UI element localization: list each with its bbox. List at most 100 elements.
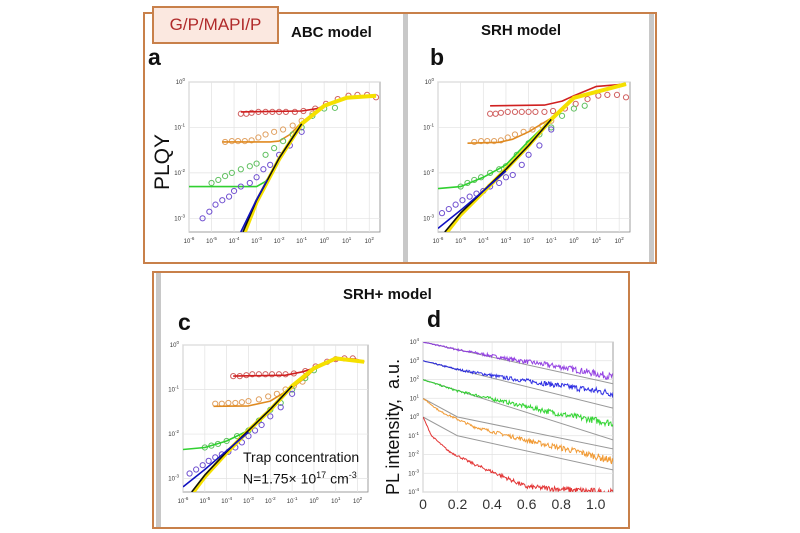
data-point — [253, 174, 260, 181]
x-tick-exponent: 2 — [360, 496, 363, 501]
data-point — [262, 131, 269, 138]
data-point — [452, 201, 459, 208]
x-tick-label: 10-3 — [501, 236, 512, 245]
data-point — [549, 107, 557, 115]
x-tick-label: 102 — [365, 236, 375, 245]
x-tick-label: 10-6 — [184, 236, 195, 245]
pl-decay-trace — [423, 360, 613, 399]
x-tick-label: 0.4 — [482, 496, 502, 512]
x-tick-exponent: 0 — [326, 236, 329, 241]
x-tick-exponent: -5 — [206, 496, 210, 501]
data-point — [237, 183, 244, 190]
data-point — [541, 108, 548, 115]
y-tick-exponent: -2 — [430, 168, 434, 173]
data-point — [246, 179, 253, 187]
x-tick-label: 10-6 — [178, 496, 189, 505]
y-tick-exponent: -1 — [415, 431, 419, 436]
panel-label-c: c — [178, 309, 191, 335]
x-tick-exponent: 0 — [316, 496, 319, 501]
data-point — [491, 138, 498, 145]
data-point — [245, 433, 252, 440]
series-group — [189, 91, 380, 232]
y-tick-label: 102 — [410, 375, 420, 384]
data-point — [267, 161, 274, 168]
data-point — [548, 124, 555, 131]
data-point — [193, 466, 200, 473]
data-point — [267, 413, 274, 420]
data-point — [279, 138, 287, 145]
data-point — [604, 91, 611, 99]
divider — [649, 14, 654, 262]
x-tick-label: 10-4 — [478, 236, 489, 245]
y-tick-exponent: -2 — [175, 429, 179, 434]
y-tick-label: 10-3 — [423, 213, 434, 222]
data-point — [518, 108, 525, 115]
y-tick-exponent: 3 — [416, 356, 419, 361]
annotation-exp: 17 — [316, 470, 327, 480]
x-tick-exponent: 2 — [371, 236, 374, 241]
y-tick-label: 100 — [176, 77, 186, 86]
y-tick-label: 100 — [170, 340, 180, 349]
data-point — [529, 126, 536, 133]
y-tick-label: 10-1 — [174, 122, 185, 131]
y-tick-exponent: -3 — [175, 474, 179, 479]
data-point — [233, 433, 241, 440]
x-tick-label: 101 — [592, 236, 602, 245]
fit-line — [423, 397, 613, 450]
data-point — [228, 169, 235, 176]
model-line — [490, 83, 627, 107]
y-tick-exponent: -3 — [430, 213, 434, 218]
divider — [156, 273, 161, 527]
data-point — [511, 131, 519, 138]
y-tick-exponent: -1 — [181, 122, 185, 127]
data-point — [502, 174, 510, 181]
x-tick-label: 0.6 — [517, 496, 537, 512]
x-tick-label: 10-1 — [287, 496, 298, 505]
x-tick-label: 1.0 — [586, 496, 606, 512]
x-tick-exponent: -2 — [272, 496, 276, 501]
x-tick-label: 102 — [353, 496, 363, 505]
data-point — [511, 108, 519, 115]
data-point — [584, 96, 591, 103]
x-tick-exponent: 1 — [349, 236, 352, 241]
data-point — [199, 215, 206, 222]
data-point — [289, 390, 296, 397]
x-tick-label: 100 — [320, 236, 330, 245]
x-tick-exponent: -4 — [485, 236, 489, 241]
x-tick-exponent: -3 — [507, 236, 511, 241]
x-tick-label: 10-2 — [523, 236, 534, 245]
annotation-line2: N=1.75× 1017 cm-3 — [243, 466, 359, 488]
title-abc-model: ABC model — [291, 24, 372, 41]
x-tick-label: 10-2 — [274, 236, 285, 245]
data-point — [497, 109, 505, 116]
x-tick-exponent: -1 — [303, 236, 307, 241]
x-tick-label: 101 — [331, 496, 341, 505]
data-point — [459, 197, 466, 204]
data-point — [275, 371, 283, 378]
data-point — [262, 151, 269, 158]
data-point — [237, 166, 244, 173]
panel-label-d: d — [427, 306, 442, 332]
x-tick-exponent: -5 — [462, 236, 466, 241]
data-point — [206, 208, 213, 215]
x-tick-exponent: -2 — [280, 236, 284, 241]
model-line — [240, 179, 269, 232]
y-tick-exponent: 0 — [431, 77, 434, 82]
pl-decay-trace — [423, 416, 613, 492]
y-tick-label: 10-2 — [174, 168, 185, 177]
data-point — [532, 108, 539, 115]
data-point — [613, 91, 621, 99]
data-point — [277, 404, 284, 411]
data-point — [219, 197, 226, 204]
data-point — [215, 176, 222, 184]
sample-tag: G/P/MAPI/P — [152, 6, 279, 44]
x-tick-exponent: -5 — [213, 236, 217, 241]
data-point — [208, 179, 215, 187]
fit-line — [423, 416, 613, 471]
x-tick-label: 0.2 — [448, 496, 468, 512]
annotation-prefix: N=1.75× 10 — [243, 470, 317, 487]
x-tick-exponent: 2 — [621, 236, 624, 241]
y-tick-exponent: 0 — [416, 412, 419, 417]
y-tick-exponent: 4 — [416, 337, 419, 342]
data-point — [258, 421, 265, 429]
